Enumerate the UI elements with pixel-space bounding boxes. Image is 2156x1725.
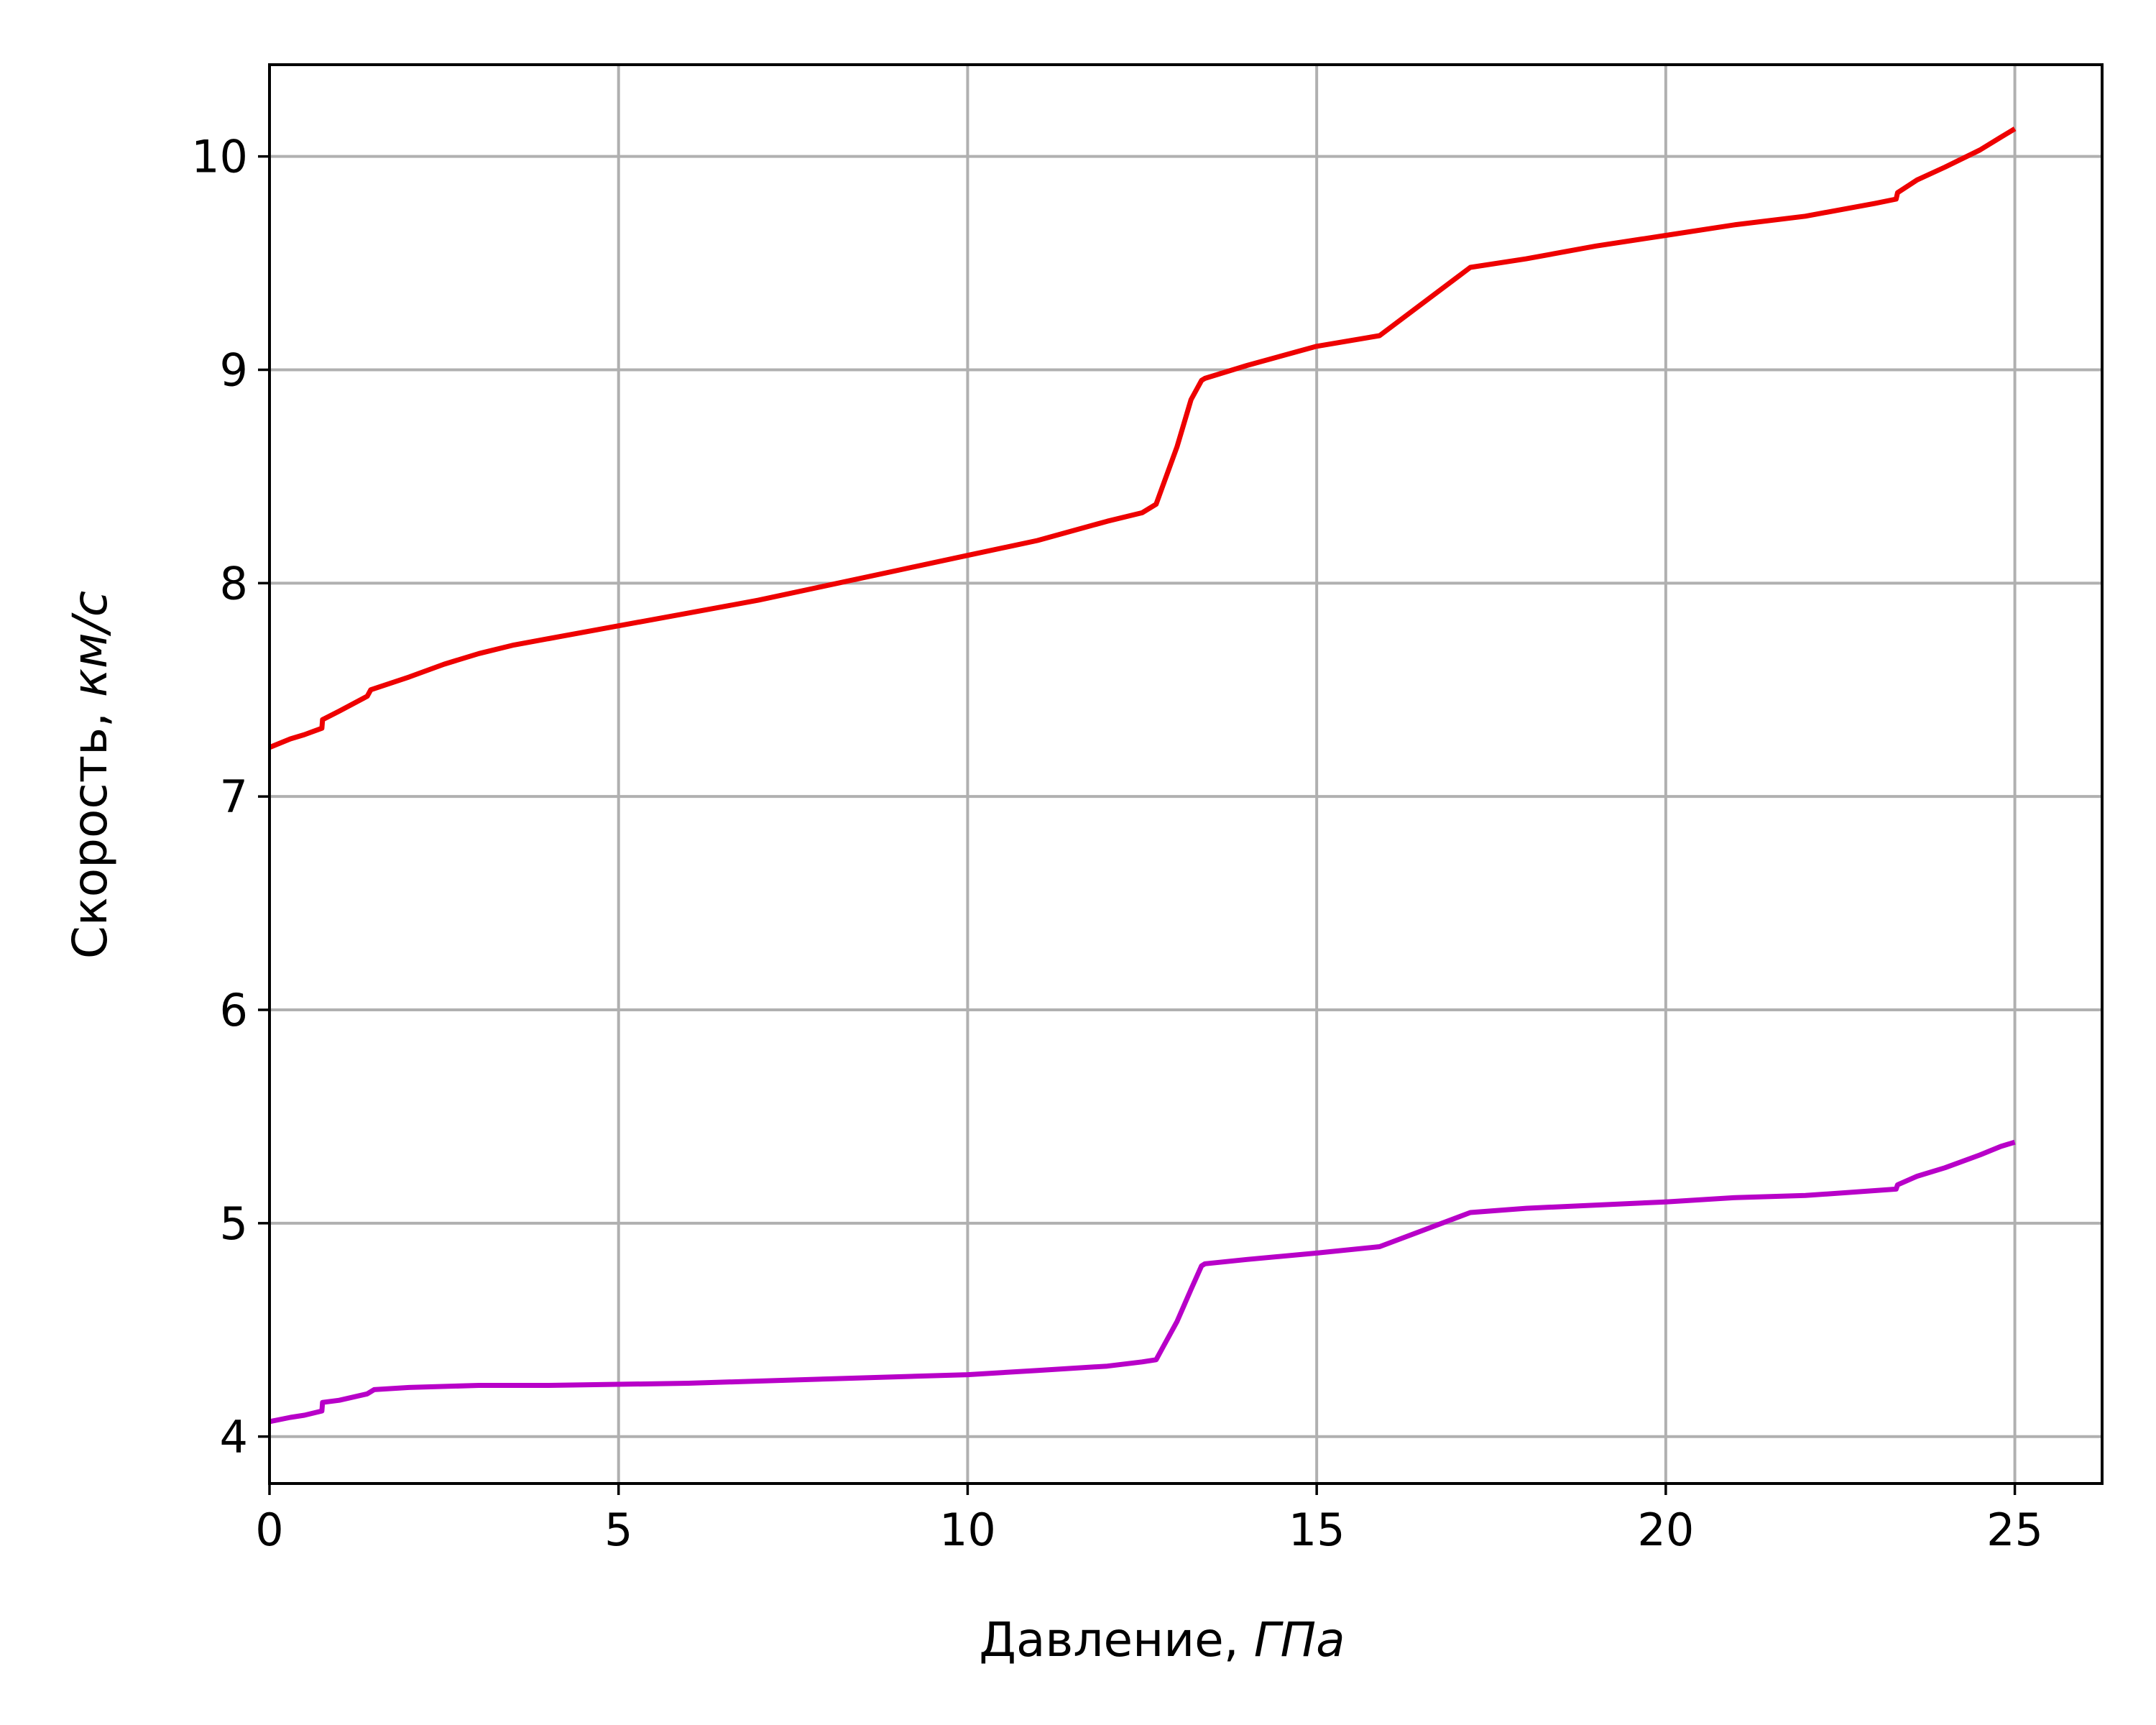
series-group xyxy=(268,126,2017,1425)
grid xyxy=(268,65,2102,1484)
x-tick-label: 25 xyxy=(1986,1504,2043,1556)
x-axis-label-unit: ГПа xyxy=(1254,1612,1345,1668)
y-axis-label: Скорость, км/с xyxy=(63,591,118,959)
x-tick-label: 10 xyxy=(939,1504,996,1556)
y-tick-label: 10 xyxy=(191,131,248,183)
series-line-1 xyxy=(268,126,2017,750)
x-axis-label-main: Давление, xyxy=(979,1612,1253,1668)
y-axis-label-main: Скорость, xyxy=(63,697,118,959)
ticks: 0 5 10 15 20 25 4 5 6 7 8 9 10 xyxy=(191,131,2043,1556)
x-tick-label: 15 xyxy=(1289,1504,1345,1556)
y-axis-label-unit: км/с xyxy=(63,591,118,697)
series-line-2 xyxy=(269,1139,2016,1425)
x-axis-label: Давление, ГПа xyxy=(979,1612,1345,1668)
y-tick-label: 8 xyxy=(220,557,248,610)
y-tick-label: 4 xyxy=(220,1411,248,1463)
x-tick-label: 5 xyxy=(604,1504,632,1556)
x-tick-label: 0 xyxy=(255,1504,283,1556)
y-tick-label: 9 xyxy=(220,344,248,396)
plot-frame xyxy=(268,63,2104,1485)
y-tick-label: 7 xyxy=(220,770,248,823)
y-tick-label: 6 xyxy=(220,984,248,1036)
y-tick-label: 5 xyxy=(220,1197,248,1250)
x-tick-label: 20 xyxy=(1637,1504,1694,1556)
